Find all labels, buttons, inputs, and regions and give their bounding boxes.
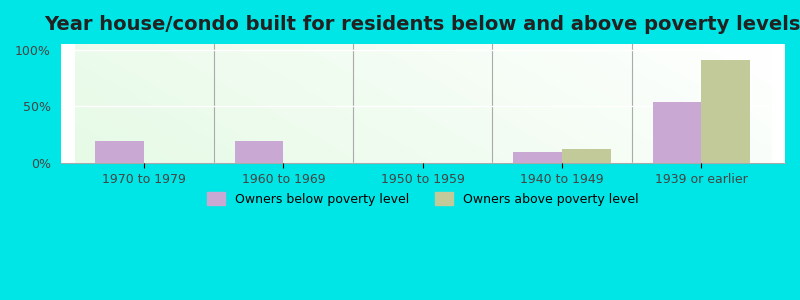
- Bar: [653, 102, 702, 163]
- Bar: [514, 152, 562, 163]
- Bar: [95, 141, 144, 163]
- Bar: [702, 60, 750, 163]
- Bar: [234, 141, 283, 163]
- Title: Year house/condo built for residents below and above poverty levels: Year house/condo built for residents bel…: [45, 15, 800, 34]
- Bar: [562, 148, 611, 163]
- Legend: Owners below poverty level, Owners above poverty level: Owners below poverty level, Owners above…: [202, 187, 644, 211]
